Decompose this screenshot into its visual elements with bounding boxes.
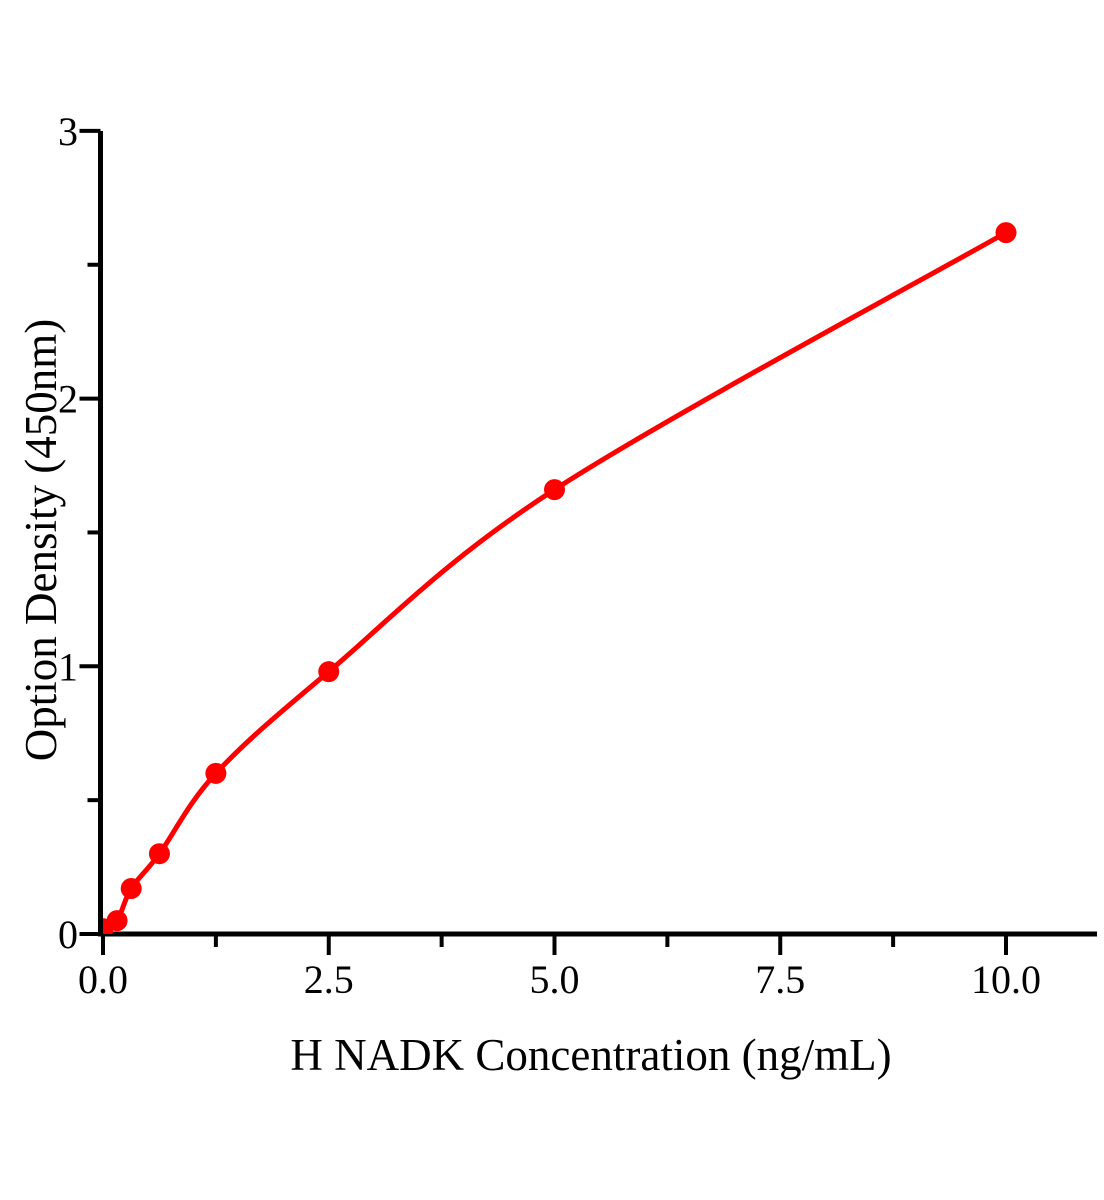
data-point xyxy=(205,762,227,784)
axes xyxy=(79,128,1097,955)
y-tick-label: 1 xyxy=(58,644,78,689)
data-point xyxy=(120,877,142,899)
y-tick-label: 2 xyxy=(58,377,78,422)
x-tick-label: 0.0 xyxy=(78,957,128,1002)
data-point xyxy=(148,843,170,865)
y-tick-label: 3 xyxy=(58,109,78,154)
x-axis-title: H NADK Concentration (ng/mL) xyxy=(290,1030,891,1080)
plot-series xyxy=(103,222,1017,934)
y-tick-label: 0 xyxy=(58,912,78,957)
x-tick-label: 10.0 xyxy=(971,957,1041,1002)
x-tick-label: 2.5 xyxy=(304,957,354,1002)
curve-line xyxy=(103,230,1009,932)
data-point xyxy=(318,661,340,683)
data-point xyxy=(995,222,1017,244)
x-tick-label: 7.5 xyxy=(755,957,805,1002)
y-axis-title: Option Density (450nm) xyxy=(16,319,66,761)
tick-labels: 0.0 2.5 5.0 7.5 10.0 0 1 2 3 xyxy=(58,109,1041,1002)
data-point xyxy=(106,910,128,932)
data-point xyxy=(544,479,565,501)
x-tick-label: 5.0 xyxy=(530,957,580,1002)
